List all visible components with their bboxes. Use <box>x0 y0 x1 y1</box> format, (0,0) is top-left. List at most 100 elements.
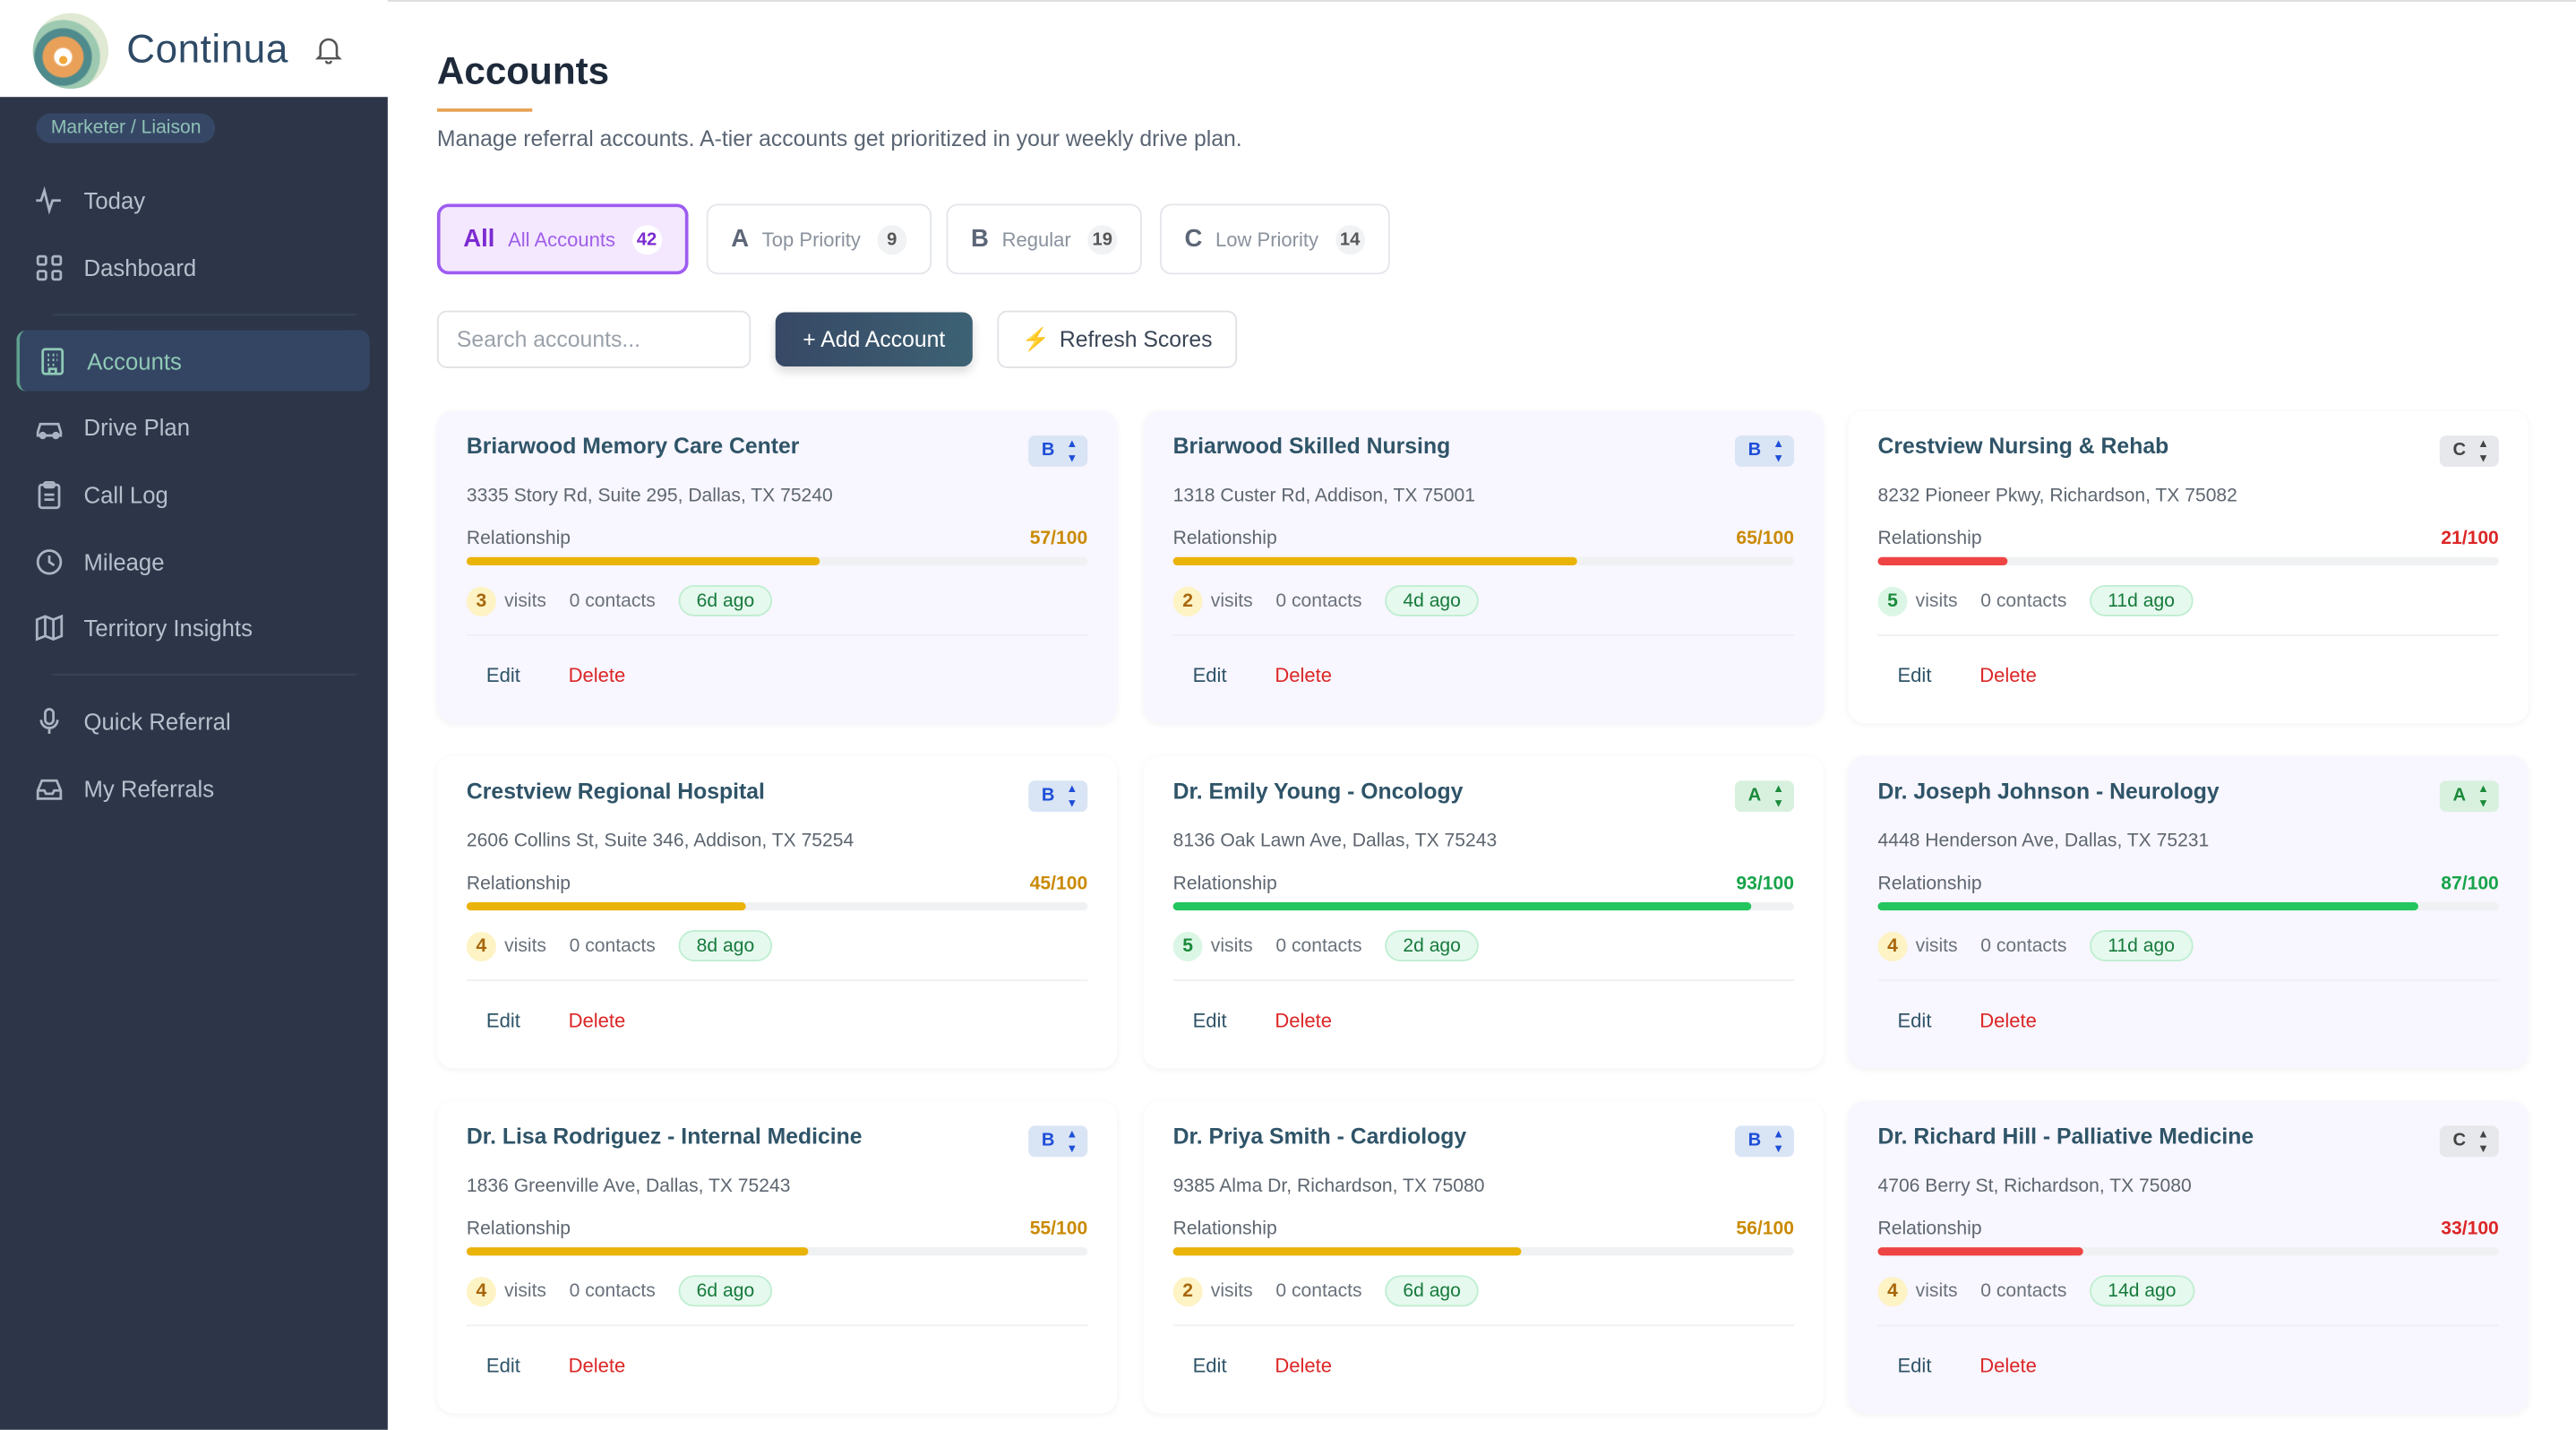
tab-b[interactable]: B Regular 19 <box>946 203 1142 275</box>
add-account-button[interactable]: + Add Account <box>775 312 973 367</box>
edit-button[interactable]: Edit <box>1897 664 1932 687</box>
account-card: Dr. Priya Smith - Cardiology B ▲ ▼ 9385 Al… <box>1143 1100 1824 1414</box>
account-name[interactable]: Dr. Emily Young - Oncology <box>1172 779 1464 804</box>
contacts-count: 0 contacts <box>569 590 656 611</box>
tier-value: B <box>1041 1130 1055 1150</box>
account-name[interactable]: Crestview Nursing & Rehab <box>1877 434 2169 459</box>
account-card: Dr. Lisa Rodriguez - Internal Medicine B… <box>436 1100 1118 1414</box>
tier-select[interactable]: B ▲ ▼ <box>1028 435 1088 467</box>
sidebar-item-today[interactable]: Today <box>16 169 369 230</box>
delete-button[interactable]: Delete <box>568 664 626 687</box>
account-name[interactable]: Briarwood Memory Care Center <box>466 434 800 459</box>
contacts-count: 0 contacts <box>1980 1280 2067 1301</box>
account-name[interactable]: Dr. Lisa Rodriguez - Internal Medicine <box>466 1124 863 1150</box>
relationship-label: Relationship <box>1172 874 1277 894</box>
delete-button[interactable]: Delete <box>1275 664 1332 687</box>
contacts-count: 0 contacts <box>1980 935 2067 956</box>
tier-select[interactable]: A ▲ ▼ <box>2439 780 2499 813</box>
page-subtitle: Manage referral accounts. A-tier account… <box>436 126 1242 151</box>
tab-count: 14 <box>1335 224 1365 254</box>
account-stats: 3 visits 0 contacts 6d ago <box>466 584 773 616</box>
last-visit-badge: 6d ago <box>678 584 773 616</box>
sidebar-item-quick-referral[interactable]: Quick Referral <box>16 690 369 751</box>
relationship-label: Relationship <box>1877 529 1982 549</box>
tab-letter: A <box>731 225 750 254</box>
tier-select[interactable]: C ▲ ▼ <box>2439 1125 2499 1158</box>
tab-label: All Accounts <box>508 228 615 251</box>
delete-button[interactable]: Delete <box>1979 664 2037 687</box>
tier-select[interactable]: B ▲ ▼ <box>1028 1125 1088 1158</box>
edit-button[interactable]: Edit <box>1897 1354 1932 1378</box>
sidebar-item-territory-insights[interactable]: Territory Insights <box>16 597 369 658</box>
account-address: 1318 Custer Rd, Addison, TX 75001 <box>1172 486 1475 506</box>
tier-select[interactable]: B ▲ ▼ <box>1028 780 1088 813</box>
delete-button[interactable]: Delete <box>1979 1009 2037 1032</box>
tier-select[interactable]: B ▲ ▼ <box>1734 435 1794 467</box>
select-arrows-icon: ▲ ▼ <box>1773 438 1784 466</box>
card-divider <box>1172 634 1794 636</box>
delete-button[interactable]: Delete <box>568 1354 626 1378</box>
card-divider <box>1877 1324 2499 1327</box>
account-card: Crestview Nursing & Rehab C ▲ ▼ 8232 Pione… <box>1848 410 2529 724</box>
tier-select[interactable]: C ▲ ▼ <box>2439 435 2499 467</box>
tab-label: Top Priority <box>761 228 861 251</box>
edit-button[interactable]: Edit <box>485 1354 520 1378</box>
relationship-bar <box>1172 901 1794 911</box>
sidebar-item-call-log[interactable]: Call Log <box>16 463 369 524</box>
building-icon <box>41 347 64 375</box>
visits-label: visits <box>1210 935 1253 956</box>
edit-button[interactable]: Edit <box>1192 1354 1227 1378</box>
sidebar-divider <box>52 314 357 316</box>
account-name[interactable]: Crestview Regional Hospital <box>466 779 765 804</box>
title-underline <box>436 108 533 112</box>
relationship-label: Relationship <box>1172 1219 1277 1239</box>
delete-button[interactable]: Delete <box>1275 1354 1332 1378</box>
delete-button[interactable]: Delete <box>1275 1009 1332 1032</box>
sidebar-item-mileage[interactable]: Mileage <box>16 530 369 591</box>
account-card: Crestview Regional Hospital B ▲ ▼ 2606 Col… <box>436 755 1118 1069</box>
relationship-bar <box>1172 1247 1794 1256</box>
account-name[interactable]: Dr. Joseph Johnson - Neurology <box>1877 779 2220 804</box>
tier-value: A <box>2452 785 2467 805</box>
edit-button[interactable]: Edit <box>1192 664 1227 687</box>
select-arrows-icon: ▲ ▼ <box>1066 1129 1078 1156</box>
sidebar-item-my-referrals[interactable]: My Referrals <box>16 758 369 819</box>
tier-value: B <box>1041 440 1055 461</box>
tab-a[interactable]: A Top Priority 9 <box>706 203 932 275</box>
edit-button[interactable]: Edit <box>1897 1009 1932 1032</box>
bell-icon[interactable] <box>315 35 342 65</box>
search-input[interactable] <box>436 310 751 368</box>
app-name: Continua <box>126 28 288 73</box>
edit-button[interactable]: Edit <box>485 1009 520 1032</box>
refresh-scores-button[interactable]: ⚡ Refresh Scores <box>997 310 1238 368</box>
sidebar-item-dashboard[interactable]: Dashboard <box>16 237 369 297</box>
delete-button[interactable]: Delete <box>568 1009 626 1032</box>
sidebar-item-label: Accounts <box>87 347 182 375</box>
sidebar-item-accounts[interactable]: Accounts <box>16 330 370 392</box>
edit-button[interactable]: Edit <box>1192 1009 1227 1032</box>
tier-select[interactable]: B ▲ ▼ <box>1734 1125 1794 1158</box>
relationship-bar-fill <box>466 556 821 565</box>
relationship-score: 56/100 <box>1736 1219 1794 1239</box>
account-name[interactable]: Dr. Richard Hill - Palliative Medicine <box>1877 1124 2254 1150</box>
logo-header: Continua <box>0 0 388 98</box>
relationship-bar <box>1877 901 2499 911</box>
contacts-count: 0 contacts <box>1275 1280 1362 1301</box>
visits-label: visits <box>1210 1280 1253 1301</box>
tier-select[interactable]: A ▲ ▼ <box>1734 780 1794 813</box>
tab-all[interactable]: All All Accounts 42 <box>436 203 689 275</box>
visits-label: visits <box>1915 590 1958 611</box>
delete-button[interactable]: Delete <box>1979 1354 2037 1378</box>
edit-button[interactable]: Edit <box>485 664 520 687</box>
last-visit-badge: 4d ago <box>1385 584 1480 616</box>
tab-c[interactable]: C Low Priority 14 <box>1159 203 1390 275</box>
sidebar-item-drive-plan[interactable]: Drive Plan <box>16 396 369 457</box>
inbox-icon <box>36 778 63 799</box>
relationship-score: 65/100 <box>1736 529 1794 549</box>
tab-letter: B <box>971 225 989 254</box>
relationship-bar <box>466 556 1088 565</box>
card-divider <box>466 634 1088 636</box>
account-name[interactable]: Briarwood Skilled Nursing <box>1172 434 1451 459</box>
account-name[interactable]: Dr. Priya Smith - Cardiology <box>1172 1124 1467 1150</box>
account-address: 2606 Collins St, Suite 346, Addison, TX … <box>466 831 854 852</box>
